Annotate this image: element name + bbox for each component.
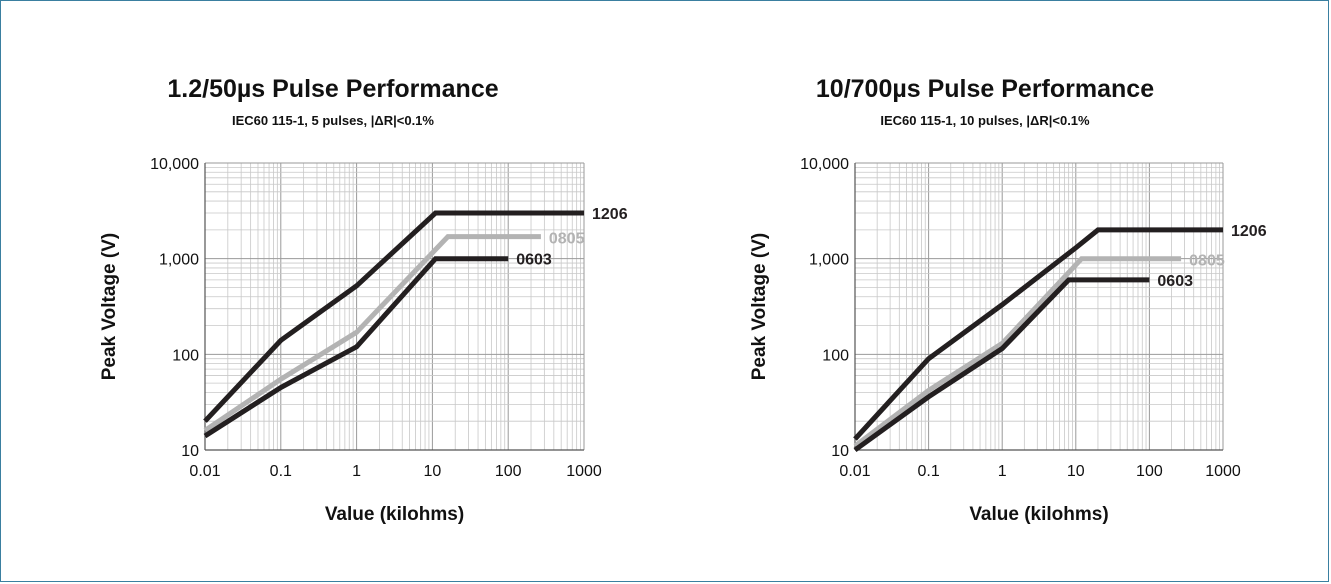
y-axis-label: Peak Voltage (V) xyxy=(749,233,770,380)
chart-subtitle: IEC60 115-1, 5 pulses, |ΔR|<0.1% xyxy=(232,113,434,128)
series-label-1206: 1206 xyxy=(1231,223,1267,240)
y-tick-label: 10,000 xyxy=(150,156,199,173)
x-tick-label: 100 xyxy=(1136,463,1163,480)
x-tick-label: 100 xyxy=(495,463,522,480)
y-axis-label: Peak Voltage (V) xyxy=(99,233,120,380)
y-tick-label: 1,000 xyxy=(159,252,199,269)
series-line-0805 xyxy=(853,256,1182,448)
y-tick-label: 10,000 xyxy=(800,156,849,173)
series-line-1206 xyxy=(203,210,584,423)
chart-title: 10/700µs Pulse Performance xyxy=(816,75,1154,103)
y-tick-label: 10 xyxy=(181,443,199,460)
x-axis-label: Value (kilohms) xyxy=(969,504,1108,525)
x-tick-label: 1 xyxy=(998,463,1007,480)
series-label-0603: 0603 xyxy=(516,252,552,269)
x-tick-label: 1000 xyxy=(566,463,602,480)
x-tick-label: 0.1 xyxy=(270,463,292,480)
series-label-0805: 0805 xyxy=(1189,253,1225,270)
chart-1: 1.2/50µs Pulse Performance IEC60 115-1, 5… xyxy=(99,75,628,525)
series-label-0805: 0805 xyxy=(549,231,585,248)
x-axis-label: Value (kilohms) xyxy=(325,504,464,525)
y-tick-label: 100 xyxy=(172,347,199,364)
chart-2: 10/700µs Pulse Performance IEC60 115-1, 1… xyxy=(749,75,1267,525)
series-label-1206: 1206 xyxy=(592,206,628,223)
series-label-0603: 0603 xyxy=(1157,273,1193,290)
series-line-1206 xyxy=(853,227,1223,441)
x-tick-label: 10 xyxy=(424,463,442,480)
y-tick-label: 100 xyxy=(822,347,849,364)
x-tick-label: 10 xyxy=(1067,463,1085,480)
x-tick-label: 0.1 xyxy=(917,463,939,480)
chart-title: 1.2/50µs Pulse Performance xyxy=(167,75,498,103)
x-tick-label: 1000 xyxy=(1205,463,1241,480)
series-line-0603 xyxy=(853,277,1150,453)
x-tick-label: 0.01 xyxy=(189,463,220,480)
x-tick-label: 0.01 xyxy=(839,463,870,480)
y-tick-label: 1,000 xyxy=(809,252,849,269)
series-line-0805 xyxy=(203,234,541,433)
y-tick-label: 10 xyxy=(831,443,849,460)
x-tick-label: 1 xyxy=(352,463,361,480)
chart-subtitle: IEC60 115-1, 10 pulses, |ΔR|<0.1% xyxy=(880,113,1090,128)
series-line-0603 xyxy=(203,256,509,439)
